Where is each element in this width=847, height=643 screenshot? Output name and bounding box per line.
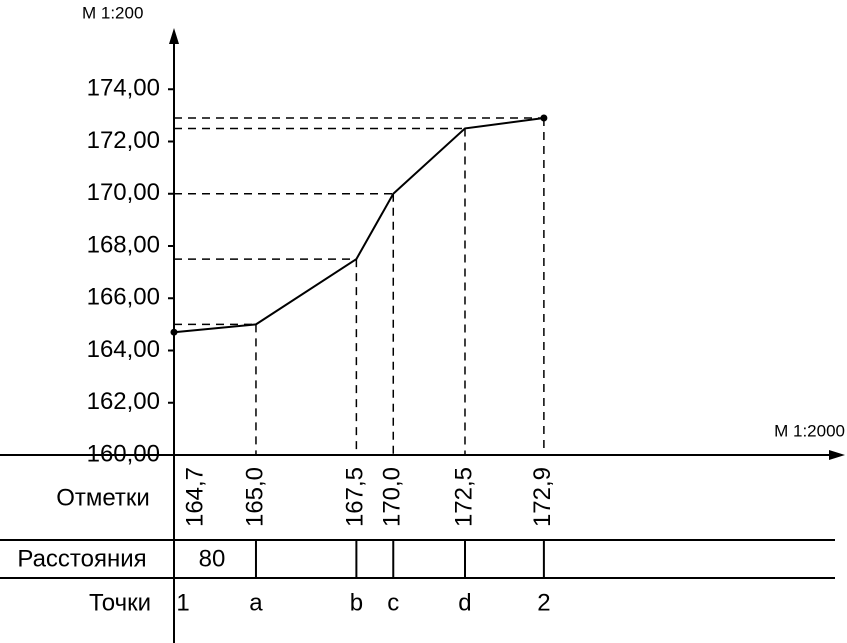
row-label: Точки (89, 589, 151, 616)
y-tick-label: 166,00 (87, 284, 160, 311)
profile-line (173, 116, 545, 334)
row-label: Расстояния (17, 545, 146, 572)
value-label: 170,0 (379, 467, 406, 527)
point-label: b (350, 589, 363, 616)
y-tick-label: 170,00 (87, 179, 160, 206)
distance-label: 80 (199, 545, 226, 572)
y-tick-label: 172,00 (87, 127, 160, 154)
value-label: 164,7 (181, 467, 208, 527)
row-label: Отметки (56, 484, 150, 511)
y-scale-label: М 1:200 (82, 3, 143, 22)
x-arrow (829, 450, 845, 460)
value-label: 172,5 (450, 467, 477, 527)
point-label: c (387, 589, 399, 616)
y-tick-label: 164,00 (87, 336, 160, 363)
end-dot (540, 114, 548, 122)
value-label: 165,0 (241, 467, 268, 527)
value-label: 172,9 (529, 467, 556, 527)
point-label: 2 (537, 589, 550, 616)
y-tick-label: 160,00 (87, 440, 160, 467)
point-label: 1 (176, 589, 189, 616)
y-tick-label: 174,00 (87, 75, 160, 102)
point-label: a (249, 589, 263, 616)
y-tick-label: 168,00 (87, 231, 160, 258)
y-arrow (169, 28, 179, 44)
y-tick-label: 162,00 (87, 388, 160, 415)
end-dot (170, 328, 178, 336)
point-label: d (458, 589, 471, 616)
value-label: 167,5 (342, 467, 369, 527)
x-scale-label: М 1:2000 (774, 421, 845, 440)
